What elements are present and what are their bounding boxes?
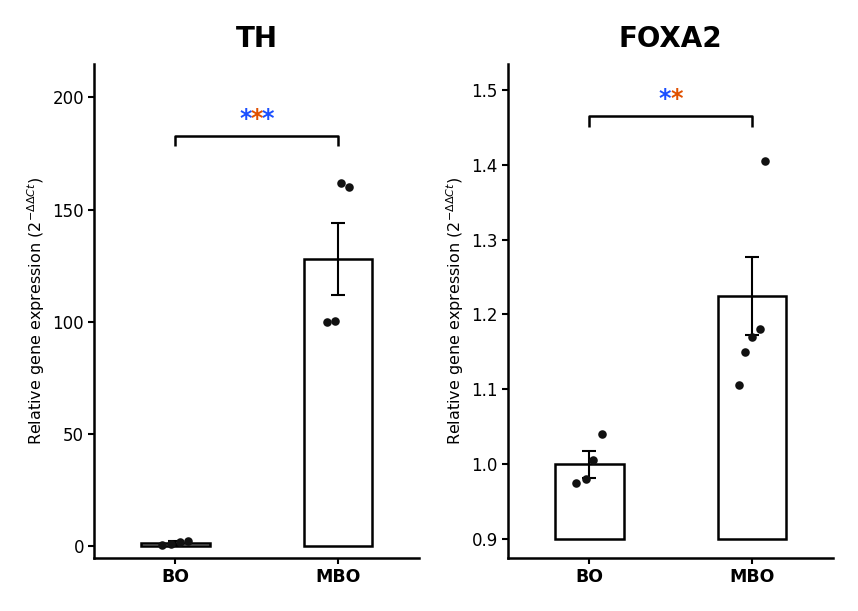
Point [335,178,348,188]
Text: *: * [262,107,275,131]
Point [595,429,609,439]
Point [320,317,334,327]
Text: *: * [251,107,263,131]
Y-axis label: Relative gene expression (2$^{-ΔΔCt}$): Relative gene expression (2$^{-ΔΔCt}$) [444,177,466,445]
Point [586,455,600,465]
Point [342,182,356,192]
Text: *: * [239,107,251,131]
Point [758,156,771,166]
Title: FOXA2: FOXA2 [619,25,722,53]
Y-axis label: Relative gene expression (2$^{-ΔΔCt}$): Relative gene expression (2$^{-ΔΔCt}$) [25,177,46,445]
Point [732,381,746,390]
Bar [717,296,786,539]
Bar [555,464,624,539]
Point [164,539,178,549]
Point [745,332,758,342]
Bar [304,259,372,546]
Point [155,540,169,549]
Text: *: * [670,87,683,111]
Point [328,316,341,326]
Text: *: * [659,87,671,111]
Point [579,474,593,484]
Point [739,347,752,357]
Title: TH: TH [236,25,278,53]
Point [173,538,187,547]
Point [182,536,196,546]
Bar [142,543,209,546]
Point [570,478,583,488]
Point [753,324,767,334]
